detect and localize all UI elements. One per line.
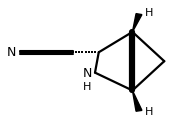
Text: N: N	[83, 67, 92, 80]
Polygon shape	[132, 14, 142, 32]
Text: H: H	[83, 82, 92, 92]
Text: H: H	[145, 107, 154, 117]
Text: H: H	[145, 8, 154, 18]
Polygon shape	[132, 90, 142, 111]
Text: N: N	[7, 46, 16, 59]
